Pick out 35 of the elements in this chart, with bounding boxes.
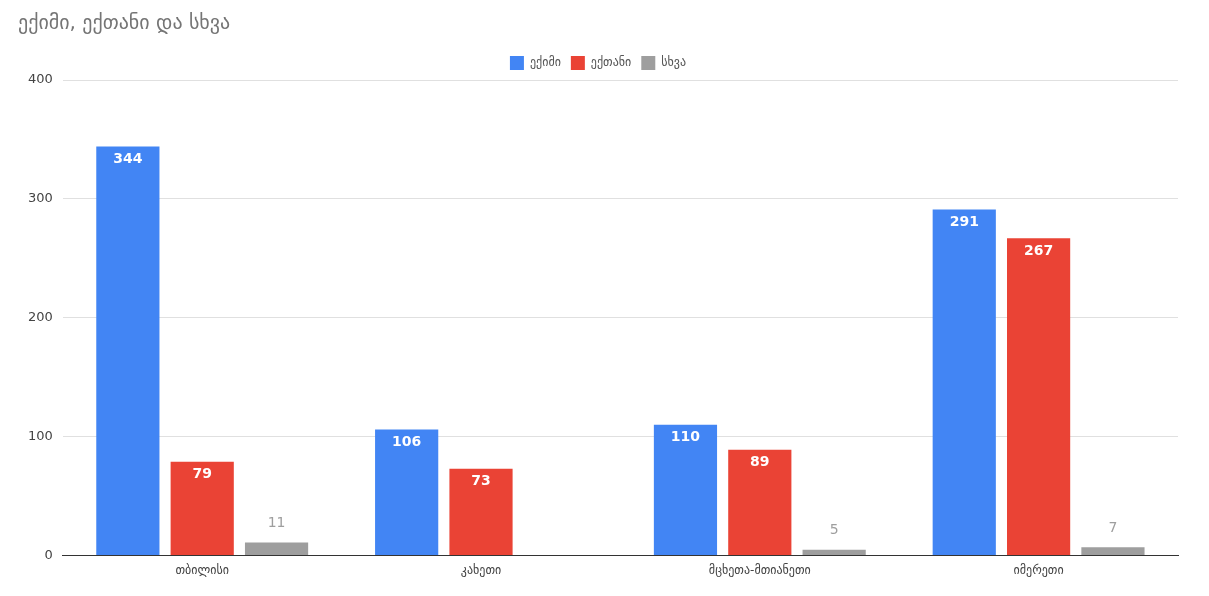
bar — [449, 468, 513, 556]
x-tick-label: მცხეთა-მთიანეთი — [708, 562, 811, 577]
legend-label: ექთანი — [590, 55, 632, 70]
bar — [653, 424, 718, 556]
bar — [932, 209, 996, 556]
data-label: 79 — [192, 465, 212, 482]
chart-title: ექიმი, ექთანი და სხვა — [18, 10, 231, 35]
x-tick-label: იმერეთი — [1013, 562, 1064, 577]
y-tick-label: 200 — [27, 309, 53, 325]
bar — [802, 549, 866, 556]
data-label: 110 — [670, 428, 701, 445]
bar — [1007, 238, 1071, 556]
data-label: 5 — [829, 521, 839, 538]
bar — [1081, 547, 1145, 556]
data-label: 7 — [1108, 518, 1118, 535]
x-tick-label: თბილისი — [175, 562, 229, 577]
bar — [728, 449, 792, 556]
legend-label: ექიმი — [529, 55, 561, 70]
y-tick-label: 0 — [44, 546, 53, 562]
data-label: 11 — [267, 514, 286, 531]
bar — [170, 461, 234, 556]
data-label: 267 — [1023, 241, 1054, 258]
data-label: 106 — [392, 433, 422, 450]
data-label: 291 — [949, 213, 979, 230]
bar — [96, 146, 160, 556]
bar — [375, 429, 439, 556]
bar — [244, 542, 309, 556]
data-label: 73 — [471, 472, 491, 489]
y-tick-label: 300 — [27, 190, 53, 206]
legend-label: სხვა — [661, 55, 687, 70]
y-tick-label: 100 — [27, 428, 53, 444]
y-tick-label: 400 — [27, 71, 53, 87]
data-label: 344 — [113, 150, 143, 167]
x-tick-label: კახეთი — [460, 562, 502, 577]
data-label: 89 — [750, 453, 770, 470]
